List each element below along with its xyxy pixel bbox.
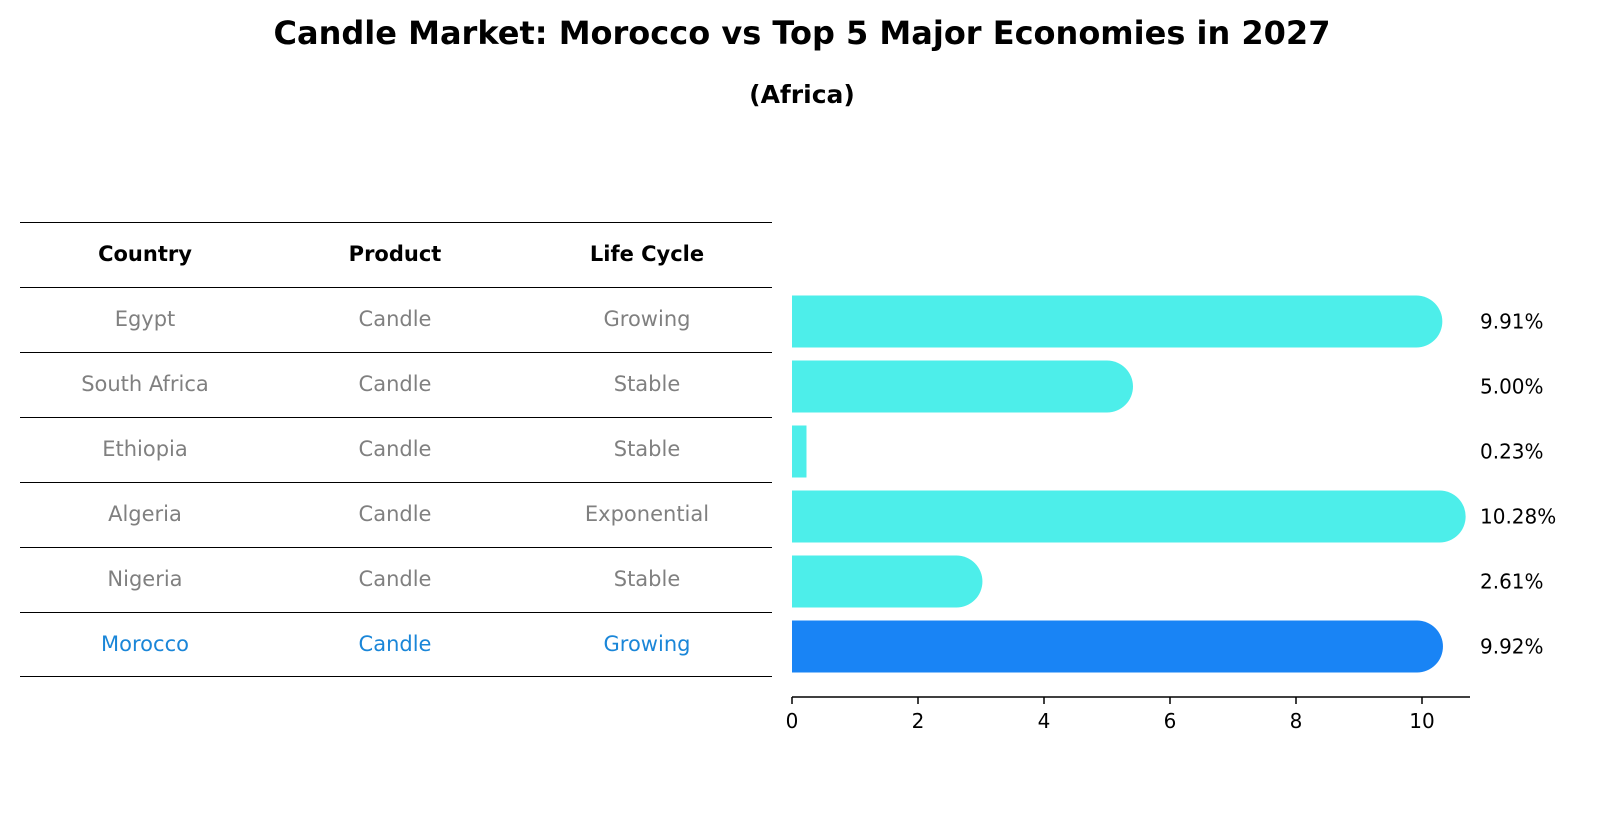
bar-value-label: 10.28% [1480,505,1556,529]
bar-egypt [792,295,1443,348]
country-cell: Nigeria [107,567,183,591]
bar-value-label: 2.61% [1480,570,1544,594]
country-cell: Egypt [114,307,176,331]
bar-algeria [792,490,1466,543]
bar-ethiopia [792,425,807,478]
bar-value-label: 9.91% [1480,310,1544,334]
bar-south-africa [792,360,1133,413]
product-cell: Candle [358,632,432,656]
header-life-cycle: Life Cycle [589,242,705,266]
country-cell: South Africa [81,372,209,396]
table-row: Nigeria Candle Stable [20,547,772,612]
x-tick-label: 10 [1409,709,1434,733]
life-cycle-cell: Stable [613,372,681,396]
comparison-table: Country Product Life Cycle Egypt Candle … [20,222,772,677]
x-tick-label: 0 [786,709,799,733]
life-cycle-cell: Growing [603,307,691,331]
bar-nigeria [792,555,983,608]
table-row: Algeria Candle Exponential [20,482,772,547]
life-cycle-cell: Stable [613,567,681,591]
table-row: Ethiopia Candle Stable [20,417,772,482]
chart-title: Candle Market: Morocco vs Top 5 Major Ec… [273,14,1331,52]
chart-subtitle: (Africa) [749,80,855,109]
table-header-row: Country Product Life Cycle [20,222,772,287]
bar-value-label: 0.23% [1480,440,1544,464]
x-tick-label: 4 [1038,709,1051,733]
life-cycle-cell: Growing [603,632,691,656]
life-cycle-cell: Stable [613,437,681,461]
bar-morocco [792,620,1443,673]
product-cell: Candle [358,567,432,591]
country-cell: Morocco [101,632,189,656]
x-tick-label: 6 [1164,709,1177,733]
bar-value-label: 5.00% [1480,375,1544,399]
product-cell: Candle [358,502,432,526]
header-country: Country [98,242,192,266]
product-cell: Candle [358,307,432,331]
x-tick-label: 2 [912,709,925,733]
life-cycle-cell: Exponential [584,502,710,526]
bar-value-label: 9.92% [1480,635,1544,659]
header-product: Product [348,242,442,266]
product-cell: Candle [358,437,432,461]
table-row: Egypt Candle Growing [20,287,772,352]
table-row: South Africa Candle Stable [20,352,772,417]
product-cell: Candle [358,372,432,396]
country-cell: Algeria [108,502,182,526]
x-tick-label: 8 [1290,709,1303,733]
table-row-highlighted: Morocco Candle Growing [20,612,772,677]
country-cell: Ethiopia [102,437,188,461]
